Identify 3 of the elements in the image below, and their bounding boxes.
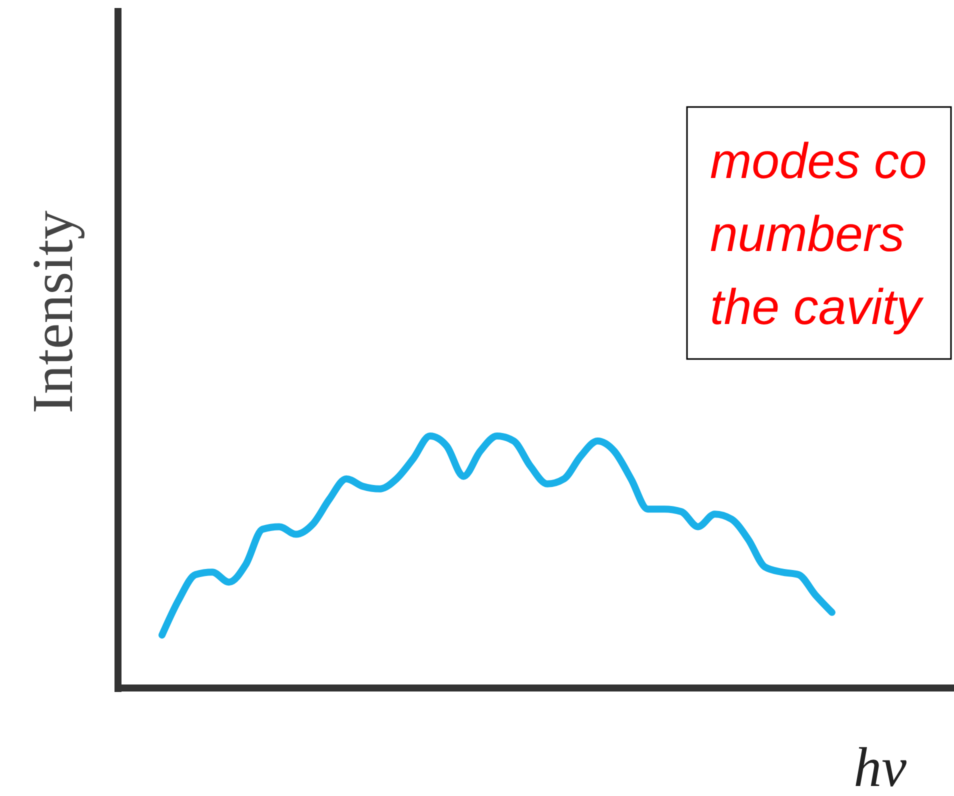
x-axis-title: hν bbox=[854, 737, 907, 796]
y-axis-title: Intensity bbox=[20, 210, 85, 414]
text: modes co numbers the cavity bbox=[710, 133, 927, 335]
